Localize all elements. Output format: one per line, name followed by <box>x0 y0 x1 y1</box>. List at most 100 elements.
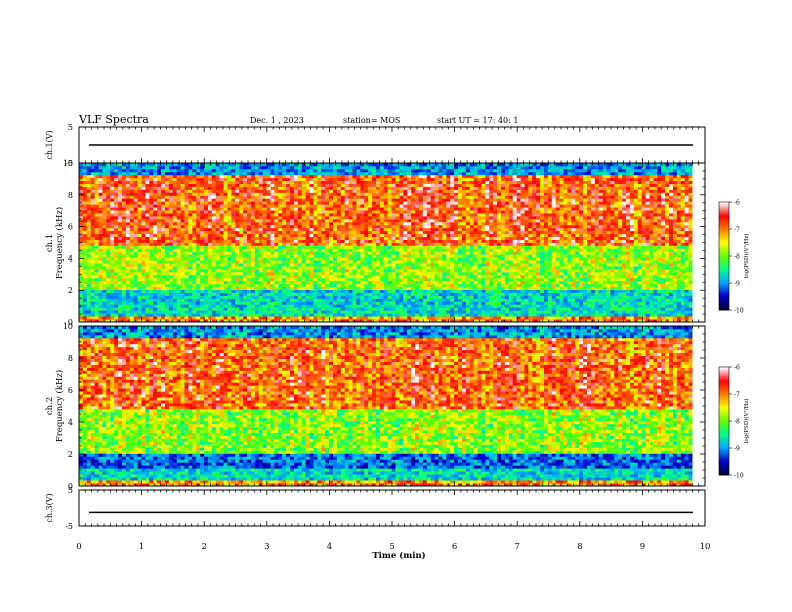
spectrogram-cell <box>360 251 365 255</box>
spectrogram-cell <box>121 263 127 267</box>
spectrogram-cell <box>172 245 178 249</box>
spectrogram-cell <box>375 233 381 238</box>
spectrogram-cell <box>309 233 314 238</box>
spectrogram-cell <box>375 266 381 270</box>
spectrogram-cell <box>418 221 424 226</box>
spectrogram-cell <box>403 168 408 173</box>
spectrogram-cell <box>305 163 310 167</box>
spectrogram-cell <box>164 316 170 320</box>
spectrogram-cell <box>98 292 103 296</box>
spectrogram-cell <box>395 260 400 264</box>
spectrogram-cell <box>215 171 221 176</box>
spectrogram-cell <box>372 183 377 187</box>
spectrogram-cell <box>430 186 435 190</box>
spectrogram-cell <box>426 177 432 182</box>
spectrogram-cell <box>145 227 150 232</box>
spectrogram-cell <box>204 286 209 291</box>
spectrogram-cell <box>375 251 381 255</box>
spectrogram-cell <box>329 289 334 293</box>
spectrogram-cell <box>247 313 252 317</box>
spectrogram-cell <box>250 313 256 317</box>
spectrogram-cell <box>129 266 135 270</box>
spectrogram-cell <box>395 186 400 190</box>
spectrogram-cell <box>286 171 291 176</box>
spectrogram-cell <box>110 177 115 182</box>
spectrogram-cell <box>79 198 84 202</box>
spectrogram-cell <box>243 263 248 267</box>
spectrogram-cell <box>262 230 267 235</box>
spectrogram-cell <box>290 224 295 229</box>
spectrogram-cell <box>372 292 377 296</box>
spectrogram-cell <box>200 298 205 302</box>
spectrogram-cell <box>168 310 174 314</box>
spectrogram-cell <box>430 227 435 232</box>
spectrogram-cell <box>375 163 381 167</box>
spectrogram-cell <box>211 248 217 252</box>
spectrogram-cell <box>336 233 342 238</box>
spectrogram-cell <box>200 245 205 249</box>
spectrogram-cell <box>79 307 84 311</box>
spectrogram-cell <box>415 245 420 249</box>
spectrogram-cell <box>415 233 420 238</box>
spectrogram-cell <box>434 207 439 211</box>
spectrogram-cell <box>336 301 342 305</box>
spectrogram-cell <box>262 207 267 211</box>
spectrogram-cell <box>90 266 96 270</box>
spectrogram-cell <box>372 248 377 252</box>
spectrogram-cell <box>90 254 96 258</box>
spectrogram-cell <box>305 180 310 185</box>
spectrogram-cell <box>372 283 377 288</box>
spectrogram-cell <box>102 277 107 282</box>
spectrogram-cell <box>192 251 197 255</box>
spectrogram-cell <box>188 198 193 202</box>
spectrogram-cell <box>219 248 224 252</box>
spectrogram-cell <box>407 165 412 170</box>
spectrogram-cell <box>403 239 408 243</box>
spectrogram-cell <box>278 286 283 291</box>
spectrogram-cell <box>250 195 256 199</box>
spectrogram-cell <box>211 218 217 223</box>
spectrogram-cell <box>329 319 334 323</box>
spectrogram-cell <box>340 236 346 240</box>
spectrogram-cell <box>356 195 361 199</box>
spectrogram-cell <box>372 263 377 267</box>
spectrogram-cell <box>356 242 361 246</box>
spectrogram-cell <box>180 242 185 246</box>
spectrogram-cell <box>344 263 350 267</box>
spectrogram-cell <box>129 171 135 176</box>
spectrogram-cell <box>387 310 392 314</box>
spectrogram-cell <box>200 313 205 317</box>
spectrogram-cell <box>379 227 385 232</box>
spectrogram-cell <box>254 245 260 249</box>
spectrogram-cell <box>348 230 353 235</box>
spectrogram-cell <box>332 213 338 217</box>
spectrogram-cell <box>313 316 318 320</box>
spectrogram-cell <box>282 189 287 193</box>
spectrogram-cell <box>153 230 158 235</box>
spectrogram-cell <box>157 242 162 246</box>
spectrogram-cell <box>98 195 103 199</box>
spectrogram-cell <box>352 174 357 179</box>
spectrogram-cell <box>391 260 396 264</box>
spectrogram-cell <box>266 230 271 235</box>
spectrogram-cell <box>379 230 385 235</box>
spectrogram-cell <box>114 195 119 199</box>
spectrogram-cell <box>90 218 96 223</box>
spectrogram-cell <box>184 230 189 235</box>
spectrogram-cell <box>383 224 389 229</box>
spectrogram-cell <box>418 233 424 238</box>
spectrogram-cell <box>309 227 314 232</box>
spectrogram-cell <box>270 304 275 308</box>
spectrogram-cell <box>309 236 314 240</box>
spectrogram-cell <box>305 307 310 311</box>
spectrogram-cell <box>364 263 369 267</box>
spectrogram-cell <box>391 242 396 246</box>
spectrogram-cell <box>227 227 232 232</box>
spectrogram-cell <box>403 201 408 205</box>
spectrogram-cell <box>309 319 314 323</box>
spectrogram-cell <box>290 180 295 185</box>
spectrogram-cell <box>356 183 361 187</box>
spectrogram-cell <box>395 248 400 252</box>
spectrogram-cell <box>149 301 154 305</box>
spectrogram-cell <box>180 224 185 229</box>
